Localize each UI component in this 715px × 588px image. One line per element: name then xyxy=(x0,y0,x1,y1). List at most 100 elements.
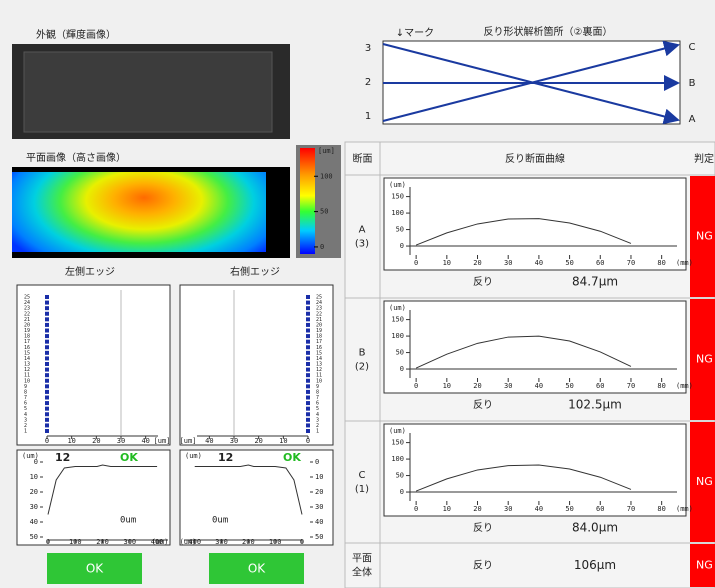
edge-point xyxy=(306,312,310,316)
edge-point xyxy=(45,390,49,394)
y-tick-label: 16 xyxy=(24,345,30,351)
edge-point xyxy=(306,384,310,388)
edge-point xyxy=(306,368,310,372)
edge-point xyxy=(45,362,49,366)
y-tick-label: 24 xyxy=(24,300,30,306)
x-unit: [um] xyxy=(180,437,197,445)
edge-point xyxy=(306,401,310,405)
note: 0um xyxy=(120,516,136,526)
x-unit: (um) xyxy=(180,538,197,546)
edge-point xyxy=(306,396,310,400)
x-tick-label: 80 xyxy=(657,382,665,390)
colorbar xyxy=(300,148,315,254)
y-tick-label: 19 xyxy=(24,328,30,334)
edge-point xyxy=(306,334,310,338)
value-label: 反り xyxy=(473,522,493,534)
colorbar-label: 50 xyxy=(320,208,328,216)
value: 106μm xyxy=(574,558,616,572)
y-tick-label: 100 xyxy=(391,209,404,217)
y-tick-label: 50 xyxy=(396,226,404,234)
button-label[interactable]: OK xyxy=(86,562,104,576)
y-tick-label: 12 xyxy=(24,367,30,373)
panel-title: 左側エッジ xyxy=(65,265,115,278)
y-unit: (um) xyxy=(389,304,406,312)
colorbar-label: 0 xyxy=(320,243,324,251)
y-tick-label: 30 xyxy=(315,503,323,511)
edge-point xyxy=(306,323,310,327)
section-title: 外観（輝度画像） xyxy=(36,28,116,41)
x-tick-label: 20 xyxy=(473,505,481,513)
x-unit: [um] xyxy=(154,437,171,445)
luminance-object xyxy=(24,52,272,132)
value: 84.7μm xyxy=(572,275,618,289)
x-tick-label: 0 xyxy=(300,538,304,546)
edge-point xyxy=(306,351,310,355)
edge-chart xyxy=(180,285,333,445)
y-tick-label: 13 xyxy=(316,362,322,368)
y-tick-label: 19 xyxy=(316,328,322,334)
y-tick-label: 8 xyxy=(24,389,27,395)
chart-box xyxy=(384,301,686,393)
edge-point xyxy=(45,317,49,321)
colorbar-label: 100 xyxy=(320,172,333,180)
edge-point xyxy=(45,384,49,388)
value: 84.0μm xyxy=(572,521,618,535)
x-tick-label: 40 xyxy=(535,505,543,513)
y-tick-label: 18 xyxy=(24,334,30,340)
edge-point xyxy=(45,323,49,327)
edge-point xyxy=(45,306,49,310)
judgement: NG xyxy=(696,353,713,366)
edge-point xyxy=(45,407,49,411)
x-tick-label: 0 xyxy=(414,505,418,513)
section-label: C xyxy=(359,470,366,481)
x-tick-label: 20 xyxy=(473,382,481,390)
judgement: NG xyxy=(696,475,713,488)
value-label: 反り xyxy=(473,276,493,288)
x-tick-label: 50 xyxy=(565,505,573,513)
x-tick-label: 50 xyxy=(565,382,573,390)
y-tick-label: 50 xyxy=(30,533,38,541)
status: OK xyxy=(283,451,301,464)
button-label[interactable]: OK xyxy=(248,562,266,576)
y-tick-label: 3 xyxy=(24,417,27,423)
y-tick-label: 50 xyxy=(396,472,404,480)
y-tick-label: 100 xyxy=(391,332,404,340)
section-label: 全体 xyxy=(352,566,372,579)
x-tick-label: 30 xyxy=(504,259,512,267)
y-tick-label: 15 xyxy=(24,350,30,356)
edge-point xyxy=(45,301,49,305)
y-tick-label: 9 xyxy=(24,384,27,390)
y-tick-label: 5 xyxy=(316,406,319,412)
y-tick-label: 4 xyxy=(316,412,319,418)
y-tick-label: 5 xyxy=(24,406,27,412)
y-tick-label: 17 xyxy=(316,339,322,345)
edge-point xyxy=(306,306,310,310)
y-tick-label: 150 xyxy=(391,193,404,201)
table-header: 判定 xyxy=(694,152,714,165)
edge-point xyxy=(45,295,49,299)
count: 12 xyxy=(55,451,70,464)
y-tick-label: 6 xyxy=(24,401,27,407)
x-tick-label: 0 xyxy=(45,437,49,445)
edge-point xyxy=(45,396,49,400)
x-tick-label: 10 xyxy=(279,437,287,445)
x-tick-label: 40 xyxy=(141,437,149,445)
panel-title: 右側エッジ xyxy=(230,265,280,278)
section-label: (3) xyxy=(355,239,369,250)
edge-point xyxy=(306,362,310,366)
y-tick-label: 0 xyxy=(400,242,404,250)
y-tick-label: 12 xyxy=(316,367,322,373)
y-tick-label: 21 xyxy=(24,317,30,323)
value: 102.5μm xyxy=(568,398,622,412)
x-tick-label: 0 xyxy=(414,259,418,267)
edge-point xyxy=(306,329,310,333)
profile-chart xyxy=(180,450,333,545)
position-label: 1 xyxy=(365,111,371,122)
edge-point xyxy=(45,429,49,433)
y-tick-label: 20 xyxy=(24,322,30,328)
height-image xyxy=(12,172,266,252)
x-tick-label: 20 xyxy=(473,259,481,267)
x-tick-label: 0 xyxy=(306,437,310,445)
section-label: B xyxy=(359,348,366,359)
y-tick-label: 15 xyxy=(316,350,322,356)
